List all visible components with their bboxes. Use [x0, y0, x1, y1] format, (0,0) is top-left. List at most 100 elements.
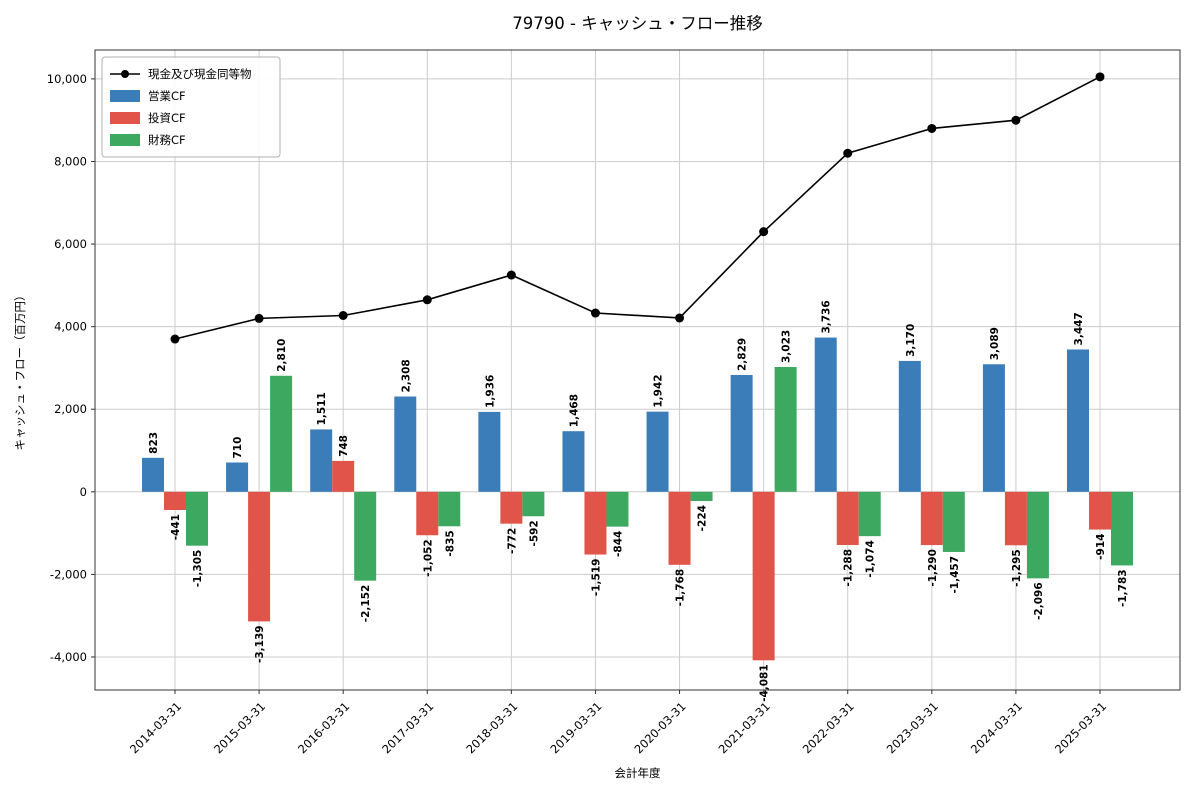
bar-label-investing-cf: -1,768 [675, 569, 687, 607]
x-tick-label: 2022-03-31 [800, 699, 857, 756]
bar-label-investing-cf: -914 [1095, 534, 1107, 560]
legend-swatch-icon [110, 112, 140, 124]
cash-equivalents-marker [675, 313, 685, 323]
bar-label-financing-cf: 3,023 [781, 330, 793, 363]
bar-label-investing-cf: -1,288 [843, 549, 855, 587]
bar-label-financing-cf: -1,783 [1117, 569, 1129, 607]
x-tick-label: 2014-03-31 [127, 699, 184, 756]
bar-investing-cf [500, 491, 523, 524]
bar-label-investing-cf: 748 [338, 435, 350, 457]
bar-financing-cf [774, 366, 797, 492]
cash-equivalents-marker [1095, 72, 1105, 82]
cash-equivalents-marker [506, 270, 516, 280]
cash-equivalents-line [174, 76, 1101, 340]
bar-operating-cf [562, 431, 585, 492]
chart-title: 79790 - キャッシュ・フロー推移 [512, 14, 763, 33]
bar-label-financing-cf: -1,305 [192, 550, 204, 588]
cash-equivalents-marker [843, 148, 853, 158]
cash-equivalents-marker [1011, 115, 1021, 125]
bar-label-operating-cf: 3,170 [905, 324, 917, 357]
cash-equivalents-marker [422, 295, 432, 305]
legend [101, 56, 281, 158]
bar-operating-cf [142, 457, 164, 492]
bar-operating-cf [982, 364, 1005, 492]
y-tick-label: 6,000 [54, 237, 87, 251]
x-tick-label: 2024-03-31 [968, 699, 1025, 756]
plot-border [94, 49, 1181, 691]
x-tick-label: 2025-03-31 [1052, 699, 1109, 756]
bar-operating-cf [226, 462, 249, 492]
legend-label: 営業CF [148, 89, 186, 103]
bar-label-operating-cf: 710 [232, 437, 244, 459]
bar-financing-cf [606, 491, 629, 527]
bar-label-operating-cf: 2,829 [737, 338, 749, 371]
bar-financing-cf [438, 491, 461, 527]
x-tick-label: 2021-03-31 [716, 699, 773, 756]
legend-marker-icon [121, 70, 129, 78]
bar-financing-cf [186, 491, 208, 546]
bar-operating-cf [898, 360, 921, 492]
y-tick-label: 4,000 [54, 320, 87, 334]
bar-label-operating-cf: 1,936 [484, 375, 496, 408]
bar-label-financing-cf: -1,074 [865, 540, 877, 578]
bar-label-investing-cf: -4,081 [759, 664, 771, 702]
y-tick-label: -2,000 [50, 567, 87, 581]
x-axis-label: 会計年度 [614, 766, 661, 780]
bar-label-investing-cf: -441 [170, 514, 182, 540]
bar-investing-cf [752, 491, 775, 661]
bar-label-financing-cf: 2,810 [276, 339, 288, 372]
x-tick-label: 2020-03-31 [632, 699, 689, 756]
bar-financing-cf [942, 491, 965, 552]
bar-label-operating-cf: 1,942 [653, 374, 665, 407]
x-tick-label: 2015-03-31 [211, 699, 268, 756]
bar-operating-cf [814, 337, 837, 492]
bar-investing-cf [332, 460, 355, 492]
bar-operating-cf [730, 374, 753, 492]
cash-equivalents-marker [338, 310, 348, 320]
x-tick-label: 2016-03-31 [295, 699, 352, 756]
bar-label-operating-cf: 1,511 [316, 392, 328, 425]
bar-label-financing-cf: -2,152 [360, 585, 372, 623]
bar-investing-cf [836, 491, 859, 545]
legend-label: 投資CF [148, 111, 186, 125]
bar-investing-cf [1089, 491, 1111, 530]
bar-label-investing-cf: -3,139 [254, 625, 266, 663]
legend-swatch-icon [110, 90, 140, 102]
bar-label-operating-cf: 2,308 [400, 359, 412, 392]
bar-financing-cf [690, 491, 713, 502]
bar-label-investing-cf: -1,295 [1011, 549, 1023, 587]
bar-label-financing-cf: -1,457 [949, 556, 961, 594]
y-tick-label: -4,000 [50, 650, 87, 664]
legend-label: 財務CF [148, 133, 186, 147]
bar-label-operating-cf: 3,736 [821, 300, 833, 333]
bar-investing-cf [920, 491, 943, 546]
bar-operating-cf [394, 396, 417, 492]
x-tick-label: 2017-03-31 [379, 699, 436, 756]
legend-label: 現金及び現金同等物 [148, 67, 252, 81]
bar-investing-cf [1004, 491, 1027, 546]
bar-investing-cf [248, 491, 271, 622]
y-tick-label: 8,000 [54, 154, 87, 168]
bar-financing-cf [1111, 491, 1133, 566]
bar-operating-cf [478, 411, 501, 492]
bar-label-investing-cf: -1,290 [927, 549, 939, 587]
bar-label-financing-cf: -2,096 [1033, 582, 1045, 620]
cash-equivalents-marker [254, 313, 264, 323]
bar-investing-cf [164, 491, 186, 511]
cash-equivalents-marker [927, 123, 937, 133]
bar-investing-cf [668, 491, 691, 565]
x-tick-label: 2023-03-31 [884, 699, 941, 756]
bar-financing-cf [522, 491, 545, 517]
cash-equivalents-marker [590, 308, 600, 318]
bar-financing-cf [270, 375, 293, 492]
y-tick-label: 10,000 [47, 72, 87, 86]
bar-label-financing-cf: -844 [612, 531, 624, 557]
bar-label-operating-cf: 823 [148, 432, 160, 454]
bar-operating-cf [1067, 349, 1089, 492]
bar-label-financing-cf: -224 [697, 505, 709, 531]
bar-label-investing-cf: -1,052 [422, 539, 434, 577]
bar-financing-cf [1026, 491, 1049, 579]
bar-label-operating-cf: 3,447 [1073, 312, 1085, 345]
